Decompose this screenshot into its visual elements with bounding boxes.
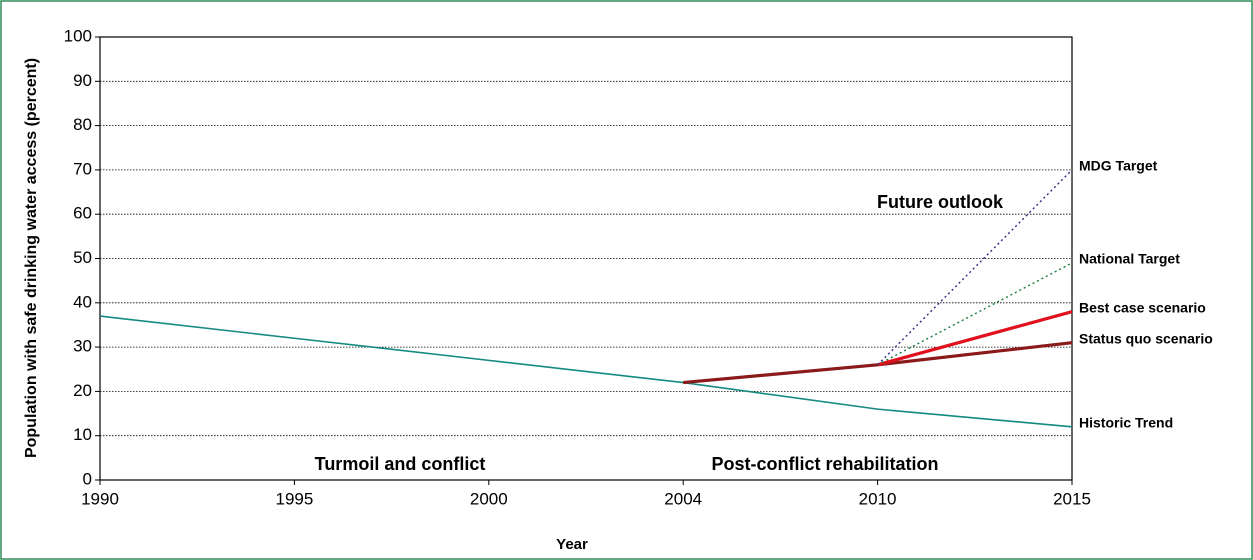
y-tick-label: 70	[73, 159, 92, 178]
series-line	[877, 262, 1073, 366]
annotation: Turmoil and conflict	[315, 454, 486, 474]
y-tick-label: 20	[73, 381, 92, 400]
series-label: MDG Target	[1079, 158, 1158, 174]
x-tick-label: 2000	[470, 489, 508, 508]
annotation: Post-conflict rehabilitation	[711, 454, 938, 474]
series-label: Status quo scenario	[1079, 330, 1213, 346]
x-axis-label: Year	[556, 536, 588, 553]
y-tick-label: 30	[73, 337, 92, 356]
y-tick-label: 0	[83, 469, 92, 488]
x-tick-label: 2010	[859, 489, 897, 508]
x-tick-label: 2004	[664, 489, 702, 508]
y-tick-label: 40	[73, 292, 92, 311]
plot-area	[99, 36, 1073, 481]
y-axis-label: Population with safe drinking water acce…	[23, 58, 40, 458]
annotation: Future outlook	[877, 192, 1004, 212]
y-tick-label: 90	[73, 71, 92, 90]
y-tick-label: 60	[73, 204, 92, 223]
series-line	[99, 315, 1073, 428]
x-tick-label: 2015	[1053, 489, 1091, 508]
series-label: Best case scenario	[1079, 299, 1206, 315]
series-line	[877, 310, 1073, 367]
y-tick-label: 80	[73, 115, 92, 134]
series-label: National Target	[1079, 251, 1180, 267]
series-label: Historic Trend	[1079, 415, 1173, 431]
series-line	[877, 169, 1073, 366]
y-tick-label: 10	[73, 425, 92, 444]
x-tick-label: 1990	[81, 489, 119, 508]
x-tick-label: 1995	[275, 489, 313, 508]
y-tick-label: 100	[64, 26, 92, 45]
y-tick-label: 50	[73, 248, 92, 267]
